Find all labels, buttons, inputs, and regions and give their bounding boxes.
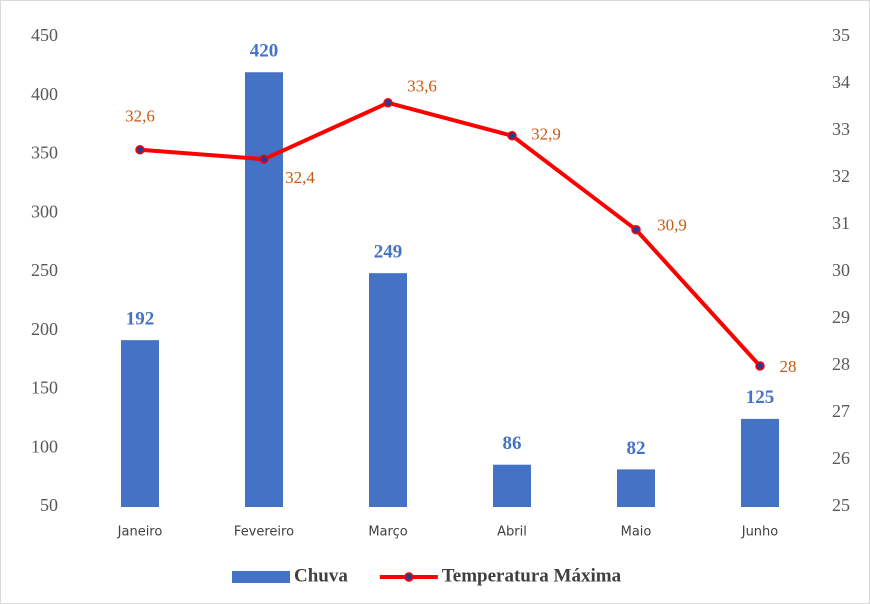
line-value-label: 32,4 xyxy=(285,168,315,187)
line-value-label: 32,9 xyxy=(531,125,561,144)
y-tick-label: 300 xyxy=(31,201,58,221)
y-tick-label: 200 xyxy=(31,319,58,339)
line-marker xyxy=(631,224,641,235)
y2-tick-label: 35 xyxy=(832,25,850,45)
legend-marker xyxy=(404,572,414,582)
x-tick-label: Janeiro xyxy=(117,525,163,540)
y2-tick-label: 25 xyxy=(832,495,850,515)
bar-value-label: 249 xyxy=(374,242,403,263)
y-tick-label: 150 xyxy=(31,378,58,398)
y2-tick-label: 29 xyxy=(832,307,850,327)
bar xyxy=(617,469,655,507)
x-tick-label: Abril xyxy=(497,525,527,540)
y-tick-label: 400 xyxy=(31,84,58,104)
line-marker xyxy=(507,130,517,141)
y2-tick-label: 26 xyxy=(832,448,850,468)
x-tick-label: Março xyxy=(368,525,407,540)
line-marker xyxy=(383,98,393,108)
bar xyxy=(245,72,283,507)
y2-tick-label: 31 xyxy=(832,213,850,233)
y-tick-label: 100 xyxy=(31,436,58,456)
bar-value-label: 82 xyxy=(627,438,646,459)
y-tick-label: 450 xyxy=(31,25,58,45)
line-value-label: 32,6 xyxy=(125,107,155,126)
line xyxy=(139,100,762,368)
line-value-label: 30,9 xyxy=(657,216,687,235)
y2-tick-label: 32 xyxy=(832,166,850,186)
bar-value-label: 420 xyxy=(250,41,279,62)
legend-label: Chuva xyxy=(294,565,348,586)
x-tick-label: Junho xyxy=(741,525,779,540)
bar xyxy=(121,340,159,507)
bar-value-label: 192 xyxy=(126,309,155,330)
bar xyxy=(741,418,779,507)
bar-value-label: 125 xyxy=(746,387,775,408)
legend-label: Temperatura Máxima xyxy=(442,565,622,586)
line-value-label: 33,6 xyxy=(407,77,437,96)
y-tick-label: 50 xyxy=(40,495,58,515)
y2-tick-label: 28 xyxy=(832,354,850,374)
y2-tick-label: 33 xyxy=(832,119,850,139)
y2-tick-label: 27 xyxy=(832,401,850,421)
line-marker xyxy=(135,145,145,155)
line-marker xyxy=(755,361,765,371)
y2-tick-label: 34 xyxy=(832,72,850,92)
y-tick-label: 250 xyxy=(31,260,58,280)
y2-tick-label: 30 xyxy=(832,260,850,280)
line-marker xyxy=(259,154,269,164)
line-value-label: 28 xyxy=(780,357,797,376)
x-tick-label: Fevereiro xyxy=(234,525,294,540)
x-tick-label: Maio xyxy=(621,525,652,540)
y-tick-label: 350 xyxy=(31,143,58,163)
legend-swatch xyxy=(232,571,290,583)
bar xyxy=(369,273,407,507)
bar xyxy=(493,464,531,507)
bar-value-label: 86 xyxy=(503,433,522,454)
